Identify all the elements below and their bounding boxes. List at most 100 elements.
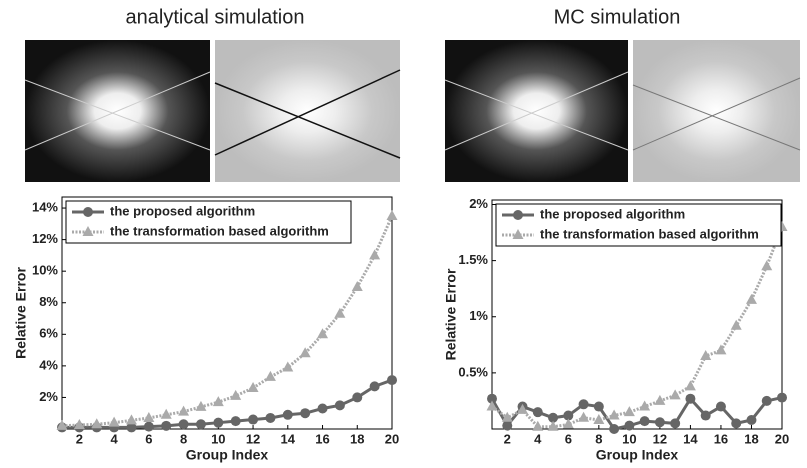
marker xyxy=(745,293,757,304)
image-panels xyxy=(24,40,801,182)
y-tick-label: 8% xyxy=(39,294,58,309)
marker xyxy=(56,419,68,430)
x-tick-label: 2 xyxy=(504,431,511,446)
marker xyxy=(517,403,529,414)
marker xyxy=(73,419,85,430)
marker xyxy=(548,412,559,423)
marker xyxy=(639,400,651,411)
x-tick-label: 8 xyxy=(180,431,187,446)
marker xyxy=(501,411,513,422)
marker xyxy=(608,409,620,420)
y-tick-label: 12% xyxy=(32,231,58,246)
x-axis-label: Group Index xyxy=(596,447,679,463)
y-tick-label: 6% xyxy=(39,326,58,341)
marker xyxy=(700,410,711,421)
legend-box xyxy=(65,200,352,244)
marker xyxy=(125,414,137,425)
marker xyxy=(670,418,681,429)
y-tick-label: 14% xyxy=(32,199,58,214)
marker xyxy=(761,260,773,271)
x-tick-label: 20 xyxy=(775,431,789,446)
marker xyxy=(685,393,696,404)
marker xyxy=(282,361,294,372)
y-tick-label: 2% xyxy=(469,196,488,211)
marker xyxy=(247,381,259,392)
marker xyxy=(563,410,574,421)
x-tick-label: 18 xyxy=(350,431,364,446)
marker xyxy=(731,418,742,429)
legend-box xyxy=(495,203,782,247)
image-line xyxy=(24,71,211,151)
marker xyxy=(282,409,293,420)
marker xyxy=(578,411,590,422)
marker xyxy=(593,401,604,412)
marker xyxy=(334,307,346,318)
marker xyxy=(248,414,259,425)
marker xyxy=(230,416,241,427)
x-tick-label: 4 xyxy=(110,431,118,446)
marker xyxy=(623,406,635,417)
marker xyxy=(700,350,712,361)
marker xyxy=(91,418,103,429)
marker xyxy=(486,400,498,411)
marker xyxy=(178,405,190,416)
marker xyxy=(264,370,276,381)
x-tick-label: 12 xyxy=(653,431,667,446)
marker xyxy=(532,420,544,431)
marker xyxy=(654,417,665,428)
x-tick-label: 12 xyxy=(246,431,260,446)
legend-marker xyxy=(82,226,94,236)
marker xyxy=(334,400,345,411)
x-tick-label: 2 xyxy=(76,431,83,446)
marker xyxy=(212,396,224,407)
marker xyxy=(684,380,696,391)
marker xyxy=(639,416,650,427)
legend-marker xyxy=(512,229,524,239)
marker xyxy=(317,403,328,414)
x-tick-label: 18 xyxy=(744,431,758,446)
legend-marker xyxy=(513,210,523,220)
marker xyxy=(369,381,380,392)
image-line xyxy=(632,84,801,151)
image-line xyxy=(214,82,401,159)
marker xyxy=(178,419,189,430)
legend-label: the proposed algorithm xyxy=(540,206,685,221)
marker xyxy=(578,399,589,410)
legend-label: the proposed algorithm xyxy=(110,203,255,218)
marker xyxy=(593,414,605,425)
marker xyxy=(143,411,155,422)
y-tick-label: 1% xyxy=(469,308,488,323)
marker xyxy=(624,420,635,431)
image xyxy=(215,40,400,182)
x-tick-label: 16 xyxy=(714,431,728,446)
y-tick-label: 1.5% xyxy=(458,252,488,267)
image-line xyxy=(214,69,401,156)
marker xyxy=(609,424,620,434)
marker xyxy=(730,319,742,330)
marker xyxy=(317,328,329,339)
marker xyxy=(299,347,311,358)
x-tick-label: 20 xyxy=(385,431,399,446)
marker xyxy=(160,408,172,419)
marker xyxy=(161,420,172,431)
marker xyxy=(547,420,559,431)
marker xyxy=(143,421,154,432)
x-axis-label: Group Index xyxy=(186,447,269,463)
y-axis-label: Relative Error xyxy=(13,267,29,359)
marker xyxy=(265,412,276,423)
marker xyxy=(369,249,381,260)
marker xyxy=(195,419,206,430)
marker xyxy=(715,344,727,355)
chart-title: analytical simulation xyxy=(126,6,305,28)
x-tick-label: 10 xyxy=(211,431,225,446)
image-line xyxy=(632,77,801,151)
image-line xyxy=(444,79,629,151)
marker xyxy=(654,394,666,405)
image-line xyxy=(24,79,211,151)
marker xyxy=(746,415,757,426)
marker xyxy=(352,392,363,403)
marker xyxy=(487,393,497,404)
marker xyxy=(126,422,137,433)
marker xyxy=(351,280,363,291)
